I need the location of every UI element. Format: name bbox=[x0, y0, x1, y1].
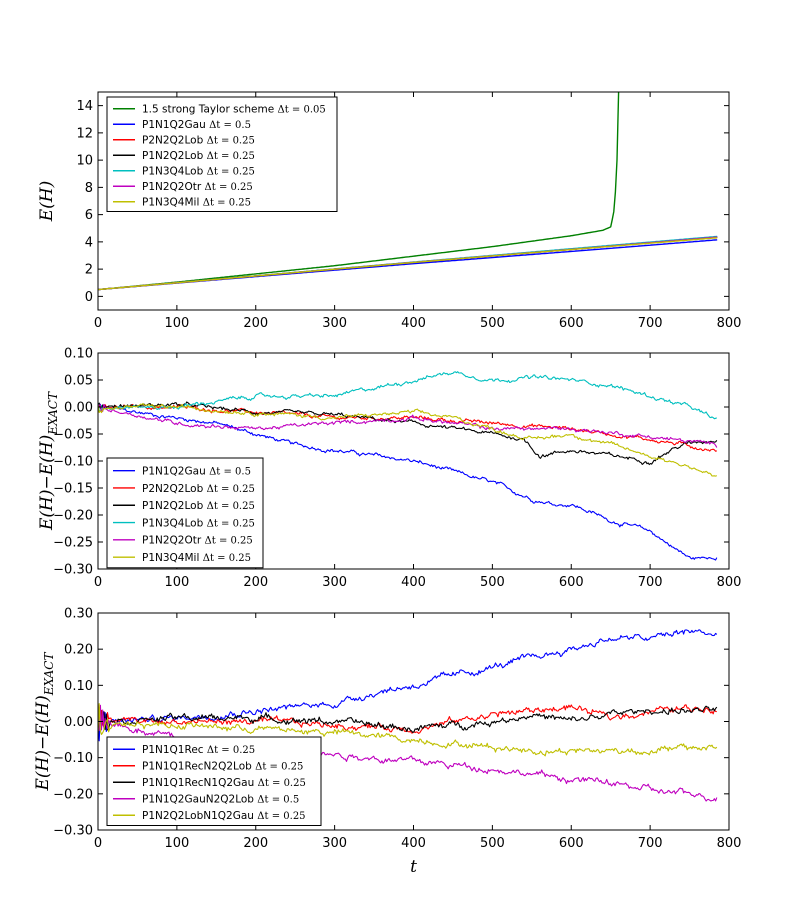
y-tick-label: 4 bbox=[85, 235, 93, 250]
y-tick-label: 10 bbox=[76, 154, 93, 169]
legend-entry: P1N1Q2GauN2Q2Lob Δt = 0.5 bbox=[142, 794, 299, 806]
legend-entry: P1N3Q4Mil Δt = 0.25 bbox=[142, 197, 251, 209]
y-axis-label: E(H)−E(H)EXACT bbox=[37, 391, 60, 531]
x-tick-label: 800 bbox=[717, 316, 742, 331]
legend-entry: P1N1Q2Gau Δt = 0.5 bbox=[142, 119, 251, 131]
x-tick-label: 600 bbox=[559, 836, 584, 851]
legend-box bbox=[106, 736, 322, 826]
y-tick-label: −0.05 bbox=[53, 428, 93, 443]
legend: P1N1Q2Gau Δt = 0.5 P2N2Q2Lob Δt = 0.25 P1N… bbox=[106, 457, 264, 569]
x-tick-label: 200 bbox=[243, 575, 268, 590]
y-tick-label: 6 bbox=[85, 208, 93, 223]
y-tick-label: −0.10 bbox=[53, 455, 93, 470]
x-tick-label: 800 bbox=[717, 836, 742, 851]
x-tick-label: 700 bbox=[638, 575, 663, 590]
legend-entry: P1N3Q4Mil Δt = 0.25 bbox=[142, 552, 251, 564]
x-tick-label: 100 bbox=[164, 836, 189, 851]
series-line-p1n2q2lob bbox=[98, 401, 718, 466]
legend-entry: P2N2Q2Lob Δt = 0.25 bbox=[142, 483, 255, 495]
panel-middle: 0 100 200 300 400 500 600 700 800 0.10 0.05 0.00 −0.… bbox=[37, 347, 741, 591]
y-tick-label: 0.20 bbox=[64, 643, 93, 658]
legend-entry: P1N2Q2LobN1Q2Gau Δt = 0.25 bbox=[142, 810, 306, 822]
legend-entry: P1N1Q1RecN1Q2Gau Δt = 0.25 bbox=[142, 777, 306, 789]
y-tick-label: −0.30 bbox=[53, 563, 93, 578]
legend-entry: P1N3Q4Lob Δt = 0.25 bbox=[142, 166, 255, 178]
y-tick-label: −0.15 bbox=[53, 482, 93, 497]
series-line-p1n1q1recn1q2gau bbox=[98, 705, 718, 735]
legend: P1N1Q1Rec Δt = 0.25 P1N1Q1RecN2Q2Lob Δt =… bbox=[106, 736, 322, 826]
y-tick-label: 0.30 bbox=[64, 607, 93, 622]
x-tick-label: 200 bbox=[243, 836, 268, 851]
series-group bbox=[98, 371, 718, 561]
x-tick-label: 400 bbox=[401, 836, 426, 851]
x-tick-label: 0 bbox=[94, 575, 102, 590]
x-tick-label: 0 bbox=[94, 316, 102, 331]
y-tick-label: −0.20 bbox=[53, 787, 93, 802]
series-line-p1n1q1rec bbox=[98, 629, 718, 742]
x-axis-label: t bbox=[410, 857, 417, 877]
x-tick-label: 500 bbox=[480, 836, 505, 851]
y-tick-label: 0.10 bbox=[64, 679, 93, 694]
y-tick-label: −0.20 bbox=[53, 509, 93, 524]
y-tick-label: 0.10 bbox=[64, 347, 93, 362]
legend-entry: P2N2Q2Lob Δt = 0.25 bbox=[142, 135, 255, 147]
y-tick-label: 0 bbox=[85, 290, 93, 305]
y-tick-label: 2 bbox=[85, 263, 93, 278]
legend-entry: P1N1Q2Gau Δt = 0.5 bbox=[142, 465, 251, 477]
x-tick-label: 200 bbox=[243, 316, 268, 331]
x-tick-label: 600 bbox=[559, 575, 584, 590]
legend-entry: P1N2Q2Lob Δt = 0.25 bbox=[142, 150, 255, 162]
legend-entry: P1N1Q1Rec Δt = 0.25 bbox=[142, 744, 255, 756]
x-tick-label: 400 bbox=[401, 575, 426, 590]
x-tick-label: 300 bbox=[322, 836, 347, 851]
x-tick-label: 100 bbox=[164, 316, 189, 331]
x-tick-label: 700 bbox=[638, 316, 663, 331]
y-axis-label: E(H) bbox=[37, 181, 57, 223]
series-line-p1n2q2otr bbox=[98, 403, 718, 448]
series-line-p1n3q4mil bbox=[98, 237, 718, 291]
y-tick-label: 0.05 bbox=[64, 374, 93, 389]
panel-bottom: 0 100 200 300 400 500 600 700 800 0.30 0.20 0.10 0.0… bbox=[33, 607, 741, 878]
legend-box bbox=[106, 96, 338, 212]
y-tick-label: 0.00 bbox=[64, 401, 93, 416]
legend-entry: 1.5 strong Taylor scheme Δt = 0.05 bbox=[142, 104, 326, 116]
y-tick-label: −0.30 bbox=[53, 824, 93, 839]
y-tick-label: 14 bbox=[76, 99, 93, 114]
legend-entry: P1N2Q2Otr Δt = 0.25 bbox=[142, 535, 253, 547]
x-tick-label: 300 bbox=[322, 316, 347, 331]
y-tick-label: 12 bbox=[76, 126, 93, 141]
series-line-p1n3q4mil bbox=[98, 402, 718, 477]
y-tick-label: 0.00 bbox=[64, 715, 93, 730]
series-line-p1n2q2lobn1q2gau bbox=[98, 703, 718, 757]
legend-entry: P1N3Q4Lob Δt = 0.25 bbox=[142, 517, 255, 529]
y-tick-label: −0.25 bbox=[53, 536, 93, 551]
x-tick-label: 500 bbox=[480, 316, 505, 331]
x-tick-label: 0 bbox=[94, 836, 102, 851]
panel-top: 0 100 200 300 400 500 600 700 800 0 2 4 6 8 10 12 14 E(H)… bbox=[37, 91, 742, 331]
x-tick-label: 100 bbox=[164, 575, 189, 590]
x-tick-label: 400 bbox=[401, 316, 426, 331]
y-axis-label: E(H)−E(H)EXACT bbox=[33, 652, 56, 792]
x-tick-label: 300 bbox=[322, 575, 347, 590]
x-tick-label: 600 bbox=[559, 316, 584, 331]
legend-entry: P1N2Q2Lob Δt = 0.25 bbox=[142, 500, 255, 512]
legend-entry: P1N2Q2Otr Δt = 0.25 bbox=[142, 181, 253, 193]
x-tick-label: 500 bbox=[480, 575, 505, 590]
series-line-p1n1q2gau bbox=[98, 403, 718, 561]
series-group bbox=[98, 92, 718, 291]
legend-box bbox=[106, 457, 264, 569]
series-line-p1n3q4lob bbox=[98, 371, 717, 420]
x-tick-label: 700 bbox=[638, 836, 663, 851]
x-tick-label: 800 bbox=[717, 575, 742, 590]
legend-entry: P1N1Q1RecN2Q2Lob Δt = 0.25 bbox=[142, 761, 303, 773]
legend: 1.5 strong Taylor scheme Δt = 0.05 P1N1Q2… bbox=[106, 96, 338, 212]
y-tick-label: −0.10 bbox=[53, 751, 93, 766]
y-tick-label: 8 bbox=[85, 181, 93, 196]
